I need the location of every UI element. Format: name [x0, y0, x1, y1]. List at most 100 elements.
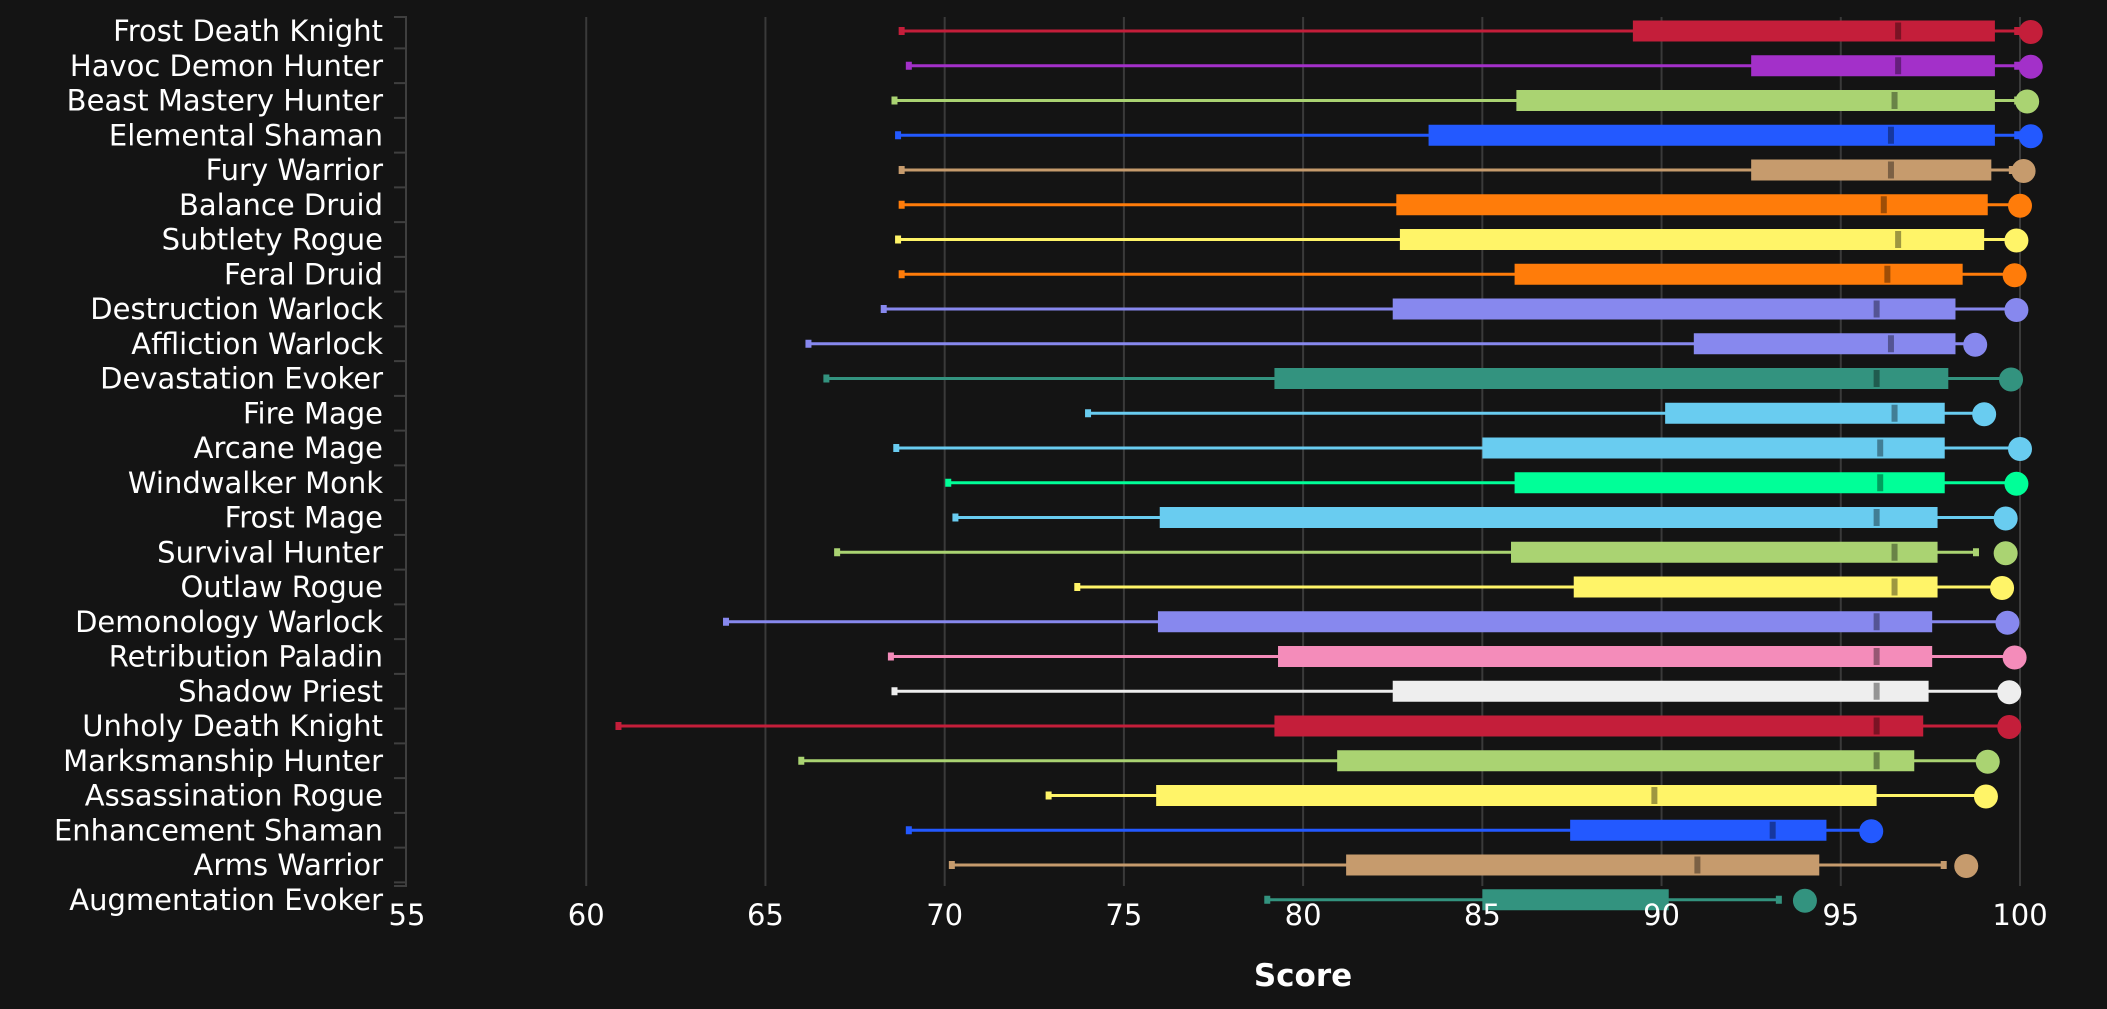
- row-shadow-priest: Shadow Priest: [178, 674, 2022, 708]
- x-tick-label: 65: [747, 898, 784, 932]
- y-axis: [394, 16, 407, 887]
- whisker-cap-low: [895, 235, 902, 244]
- whisker-cap-high: [2014, 131, 2021, 140]
- x-tick-label: 90: [1643, 898, 1680, 932]
- box-iqr: [1751, 55, 1995, 77]
- box-iqr: [1751, 159, 1992, 181]
- top-score-dot: [1963, 332, 1988, 357]
- top-score-dot: [2002, 263, 2027, 288]
- box-iqr: [1392, 298, 1956, 320]
- median-marker: [1891, 578, 1898, 596]
- top-score-dot: [1954, 854, 1979, 878]
- row-subtlety-rogue: Subtlety Rogue: [162, 223, 2029, 257]
- median-marker: [1891, 92, 1898, 109]
- median-marker: [1887, 126, 1894, 144]
- x-tick-label: 70: [926, 898, 963, 932]
- category-label: Fury Warrior: [206, 153, 384, 187]
- box-iqr: [1346, 854, 1820, 876]
- category-label: Affliction Warlock: [131, 327, 383, 361]
- whisker-cap-low: [798, 756, 805, 765]
- row-windwalker-monk: Windwalker Monk: [128, 466, 2029, 500]
- category-label: Retribution Paladin: [109, 640, 383, 674]
- top-score-dot: [1975, 749, 2000, 774]
- row-havoc-demon-hunter: Havoc Demon Hunter: [70, 49, 2043, 83]
- top-score-dot: [2004, 471, 2029, 496]
- category-label: Shadow Priest: [178, 674, 383, 708]
- category-label: Devastation Evoker: [100, 362, 383, 396]
- box-iqr: [1156, 785, 1877, 806]
- box-iqr: [1278, 646, 1933, 667]
- median-marker: [1884, 265, 1891, 283]
- whisker-cap-low: [948, 861, 955, 869]
- whisker-cap-low: [895, 131, 902, 140]
- row-outlaw-rogue: Outlaw Rogue: [180, 570, 2015, 604]
- x-axis: 55 60 65 70 75 80 85 90 95 100: [389, 898, 2048, 932]
- median-marker: [1873, 648, 1880, 665]
- row-unholy-death-knight: Unholy Death Knight: [82, 709, 2022, 743]
- whisker-cap-low: [893, 444, 900, 452]
- whisker-cap-low: [615, 722, 622, 730]
- top-score-dot: [1859, 819, 1884, 844]
- row-devastation-evoker: Devastation Evoker: [100, 362, 2024, 396]
- whisker-cap-low: [887, 652, 894, 661]
- row-beast-mastery-hunter: Beast Mastery Hunter: [67, 84, 2040, 118]
- box-iqr: [1665, 402, 1945, 424]
- median-marker: [1877, 474, 1884, 492]
- x-tick-label: 80: [1285, 898, 1322, 932]
- row-frost-mage: Frost Mage: [225, 501, 2018, 535]
- median-marker: [1873, 300, 1880, 318]
- whisker-cap-high: [1972, 548, 1979, 557]
- whisker-cap-low: [1045, 791, 1052, 800]
- category-label: Frost Death Knight: [113, 14, 383, 48]
- whisker-cap-high: [1775, 895, 1782, 904]
- box-iqr: [1274, 368, 1949, 389]
- row-feral-druid: Feral Druid: [224, 257, 2027, 291]
- top-score-dot: [2018, 20, 2043, 44]
- top-score-dot: [2008, 193, 2032, 218]
- whisker-cap-low: [945, 478, 952, 487]
- median-marker: [1895, 57, 1902, 75]
- x-tick-label: 75: [1105, 898, 1142, 932]
- category-label: Assassination Rogue: [85, 779, 383, 813]
- category-label: Destruction Warlock: [90, 292, 383, 326]
- category-label: Outlaw Rogue: [180, 570, 383, 604]
- median-marker: [1887, 335, 1894, 353]
- category-label: Beast Mastery Hunter: [67, 84, 383, 118]
- category-label: Demonology Warlock: [75, 605, 383, 639]
- x-axis-title: Score: [1254, 958, 1352, 994]
- box-iqr: [1274, 715, 1924, 737]
- top-score-dot: [1993, 506, 2018, 531]
- median-marker: [1887, 161, 1894, 179]
- row-survival-hunter: Survival Hunter: [157, 535, 2018, 569]
- category-label: Frost Mage: [225, 501, 383, 535]
- category-label: Subtlety Rogue: [162, 223, 383, 257]
- box-iqr: [1514, 472, 1945, 494]
- median-marker: [1769, 821, 1776, 839]
- row-balance-druid: Balance Druid: [179, 188, 2032, 222]
- whisker-cap-low: [1264, 895, 1271, 904]
- box-iqr: [1482, 889, 1669, 911]
- row-elemental-shaman: Elemental Shaman: [109, 118, 2043, 152]
- whisker-cap-low: [952, 513, 959, 522]
- whisker-cap-low: [880, 305, 887, 313]
- whisker-cap-low: [898, 200, 905, 209]
- row-arms-warrior: Arms Warrior: [194, 848, 1979, 882]
- top-score-dot: [2011, 159, 2036, 183]
- whisker-cap-low: [905, 826, 912, 835]
- whisker-cap-low: [823, 374, 830, 383]
- top-score-dot: [1990, 576, 2015, 600]
- row-assassination-rogue: Assassination Rogue: [85, 779, 1998, 813]
- box-iqr: [1396, 194, 1988, 216]
- category-label: Elemental Shaman: [109, 118, 383, 152]
- box-iqr: [1399, 229, 1985, 250]
- median-marker: [1694, 856, 1701, 874]
- category-label: Enhancement Shaman: [54, 813, 383, 847]
- median-marker: [1895, 22, 1902, 40]
- whisker-cap-low: [905, 61, 912, 70]
- whisker-cap-low: [898, 166, 905, 174]
- row-retribution-paladin: Retribution Paladin: [109, 640, 2027, 674]
- top-score-dot: [2015, 89, 2040, 114]
- row-fury-warrior: Fury Warrior: [206, 153, 2036, 187]
- whisker-cap-low: [1085, 409, 1092, 418]
